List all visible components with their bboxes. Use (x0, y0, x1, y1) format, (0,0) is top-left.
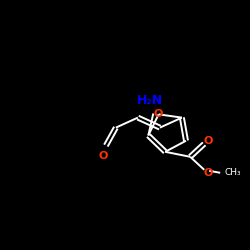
Text: O: O (204, 168, 213, 178)
Text: O: O (204, 136, 213, 146)
Text: CH₃: CH₃ (224, 168, 241, 177)
Text: H₂N: H₂N (137, 94, 163, 108)
Text: O: O (98, 150, 108, 160)
Text: O: O (154, 109, 163, 119)
